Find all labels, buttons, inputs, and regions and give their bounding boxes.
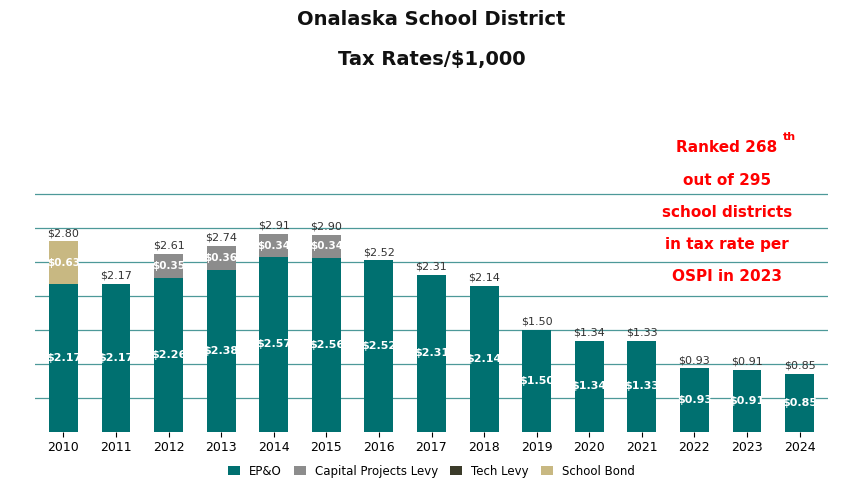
Bar (312, 258, 341, 432)
Text: $1.34: $1.34 (571, 381, 607, 391)
Text: $1.33: $1.33 (624, 381, 659, 391)
Text: $2.90: $2.90 (311, 221, 343, 231)
Text: $2.91: $2.91 (258, 221, 290, 231)
Text: $2.17: $2.17 (100, 271, 132, 281)
Text: $2.61: $2.61 (153, 241, 185, 251)
Text: $1.50: $1.50 (520, 375, 554, 385)
Bar (469, 286, 499, 432)
Text: $1.50: $1.50 (521, 316, 552, 326)
Text: $0.85: $0.85 (784, 361, 816, 371)
Text: $0.85: $0.85 (782, 398, 817, 408)
Bar (154, 278, 183, 432)
Text: $2.57: $2.57 (256, 339, 292, 349)
Text: $0.36: $0.36 (205, 253, 237, 263)
Text: $0.93: $0.93 (678, 355, 710, 365)
Text: Onalaska School District: Onalaska School District (298, 10, 565, 29)
Text: $2.38: $2.38 (204, 346, 239, 356)
Text: in tax rate per: in tax rate per (665, 237, 789, 252)
Text: $2.17: $2.17 (98, 353, 134, 363)
Text: th: th (783, 131, 796, 141)
Bar (680, 369, 709, 432)
Text: $2.52: $2.52 (362, 341, 396, 351)
Text: $0.93: $0.93 (677, 395, 712, 405)
Legend: EP&O, Capital Projects Levy, Tech Levy, School Bond: EP&O, Capital Projects Levy, Tech Levy, … (224, 460, 639, 482)
Bar (627, 341, 656, 432)
Text: $0.34: $0.34 (257, 241, 290, 250)
Bar (207, 270, 236, 432)
Bar (733, 370, 761, 432)
Bar (259, 234, 288, 257)
Text: $2.52: $2.52 (363, 247, 395, 257)
Text: out of 295: out of 295 (683, 173, 772, 187)
Text: $2.14: $2.14 (468, 273, 500, 283)
Bar (49, 284, 78, 432)
Bar (259, 257, 288, 432)
Text: $2.31: $2.31 (416, 261, 447, 271)
Text: Ranked 268: Ranked 268 (677, 140, 778, 155)
Text: $2.31: $2.31 (414, 348, 449, 358)
Text: $2.14: $2.14 (466, 354, 501, 364)
Bar (522, 330, 551, 432)
Text: OSPI in 2023: OSPI in 2023 (672, 269, 782, 284)
Bar (785, 374, 814, 432)
Bar (102, 284, 130, 432)
Text: $0.91: $0.91 (731, 356, 763, 367)
Text: $2.80: $2.80 (47, 228, 79, 238)
Bar (575, 341, 604, 432)
Text: $0.35: $0.35 (152, 261, 185, 271)
Bar (49, 242, 78, 284)
Bar (312, 235, 341, 258)
Text: $0.91: $0.91 (729, 396, 765, 406)
Text: $2.26: $2.26 (151, 350, 186, 360)
Text: $2.17: $2.17 (46, 353, 81, 363)
Text: $1.33: $1.33 (626, 328, 658, 338)
Text: $2.74: $2.74 (205, 232, 237, 242)
Bar (364, 260, 394, 432)
Text: $2.56: $2.56 (309, 340, 344, 350)
Text: $1.34: $1.34 (573, 327, 605, 337)
Text: school districts: school districts (662, 205, 792, 220)
Bar (207, 246, 236, 270)
Text: $0.63: $0.63 (47, 258, 80, 268)
Bar (154, 254, 183, 278)
Text: $0.34: $0.34 (310, 241, 343, 251)
Bar (417, 275, 446, 432)
Text: Tax Rates/$1,000: Tax Rates/$1,000 (337, 50, 526, 68)
